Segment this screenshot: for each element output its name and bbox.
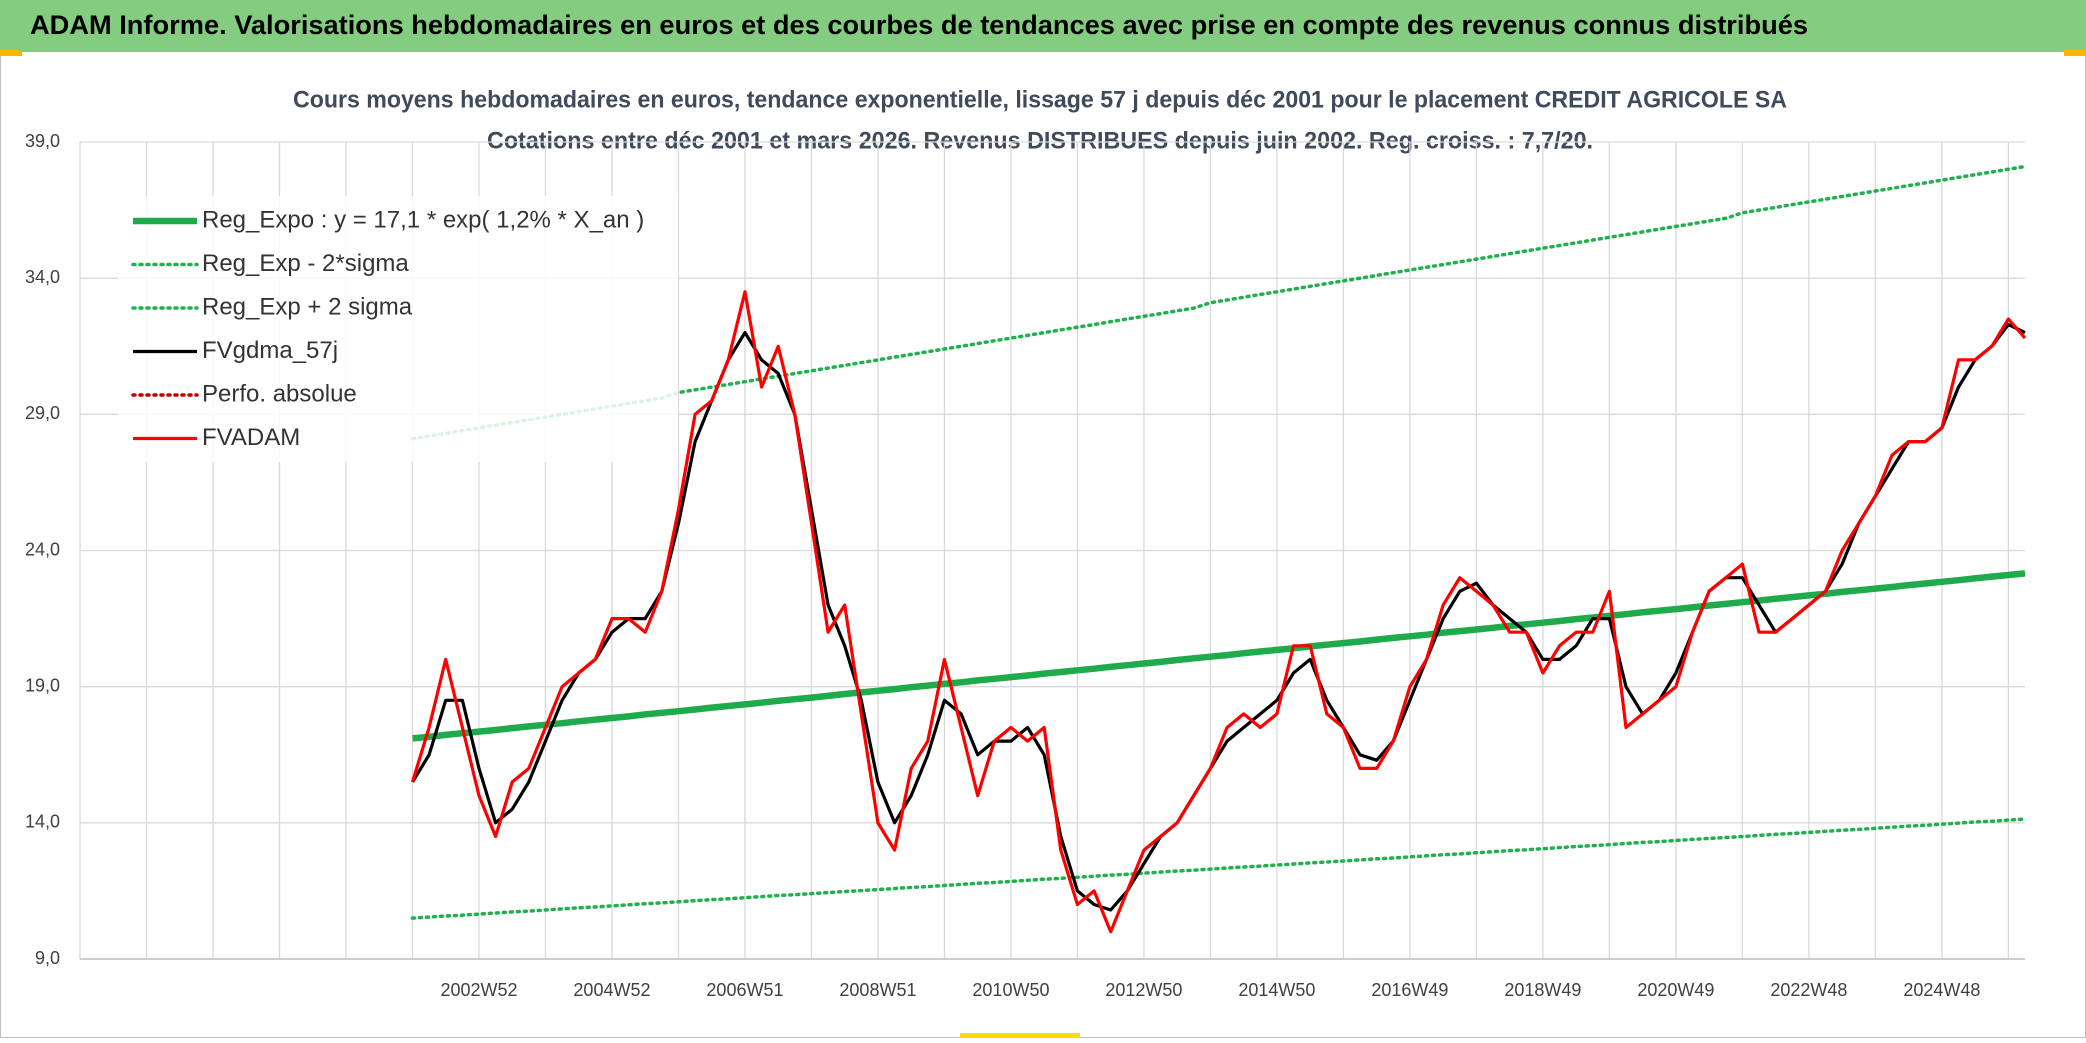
x-tick-label: 2016W49 [1371, 980, 1448, 1000]
x-tick-label: 2008W51 [839, 980, 916, 1000]
x-tick-label: 2014W50 [1238, 980, 1315, 1000]
legend-label: Perfo. absolue [202, 380, 357, 407]
legend-label: FVADAM [202, 424, 300, 451]
chart-title: Cours moyens hebdomadaires en euros, ten… [293, 86, 1787, 113]
x-tick-label: 2020W49 [1637, 980, 1714, 1000]
corner-mark [2064, 50, 2086, 56]
x-tick-label: 2012W50 [1105, 980, 1182, 1000]
y-tick-label: 39,0 [25, 131, 60, 151]
y-tick-label: 29,0 [25, 403, 60, 423]
y-tick-label: 19,0 [25, 675, 60, 695]
series-line [410, 290, 2027, 934]
chart-subtitle: Cotations entre déc 2001 et mars 2026. R… [487, 127, 1593, 154]
legend-label: Reg_Exp - 2*sigma [202, 250, 409, 277]
legend-background [118, 196, 678, 462]
corner-mark [0, 50, 22, 56]
y-tick-label: 14,0 [25, 812, 60, 832]
x-tick-label: 2004W52 [573, 980, 650, 1000]
x-tick-label: 2002W52 [440, 980, 517, 1000]
series-line [411, 322, 2026, 912]
x-tick-label: 2018W49 [1504, 980, 1581, 1000]
y-tick-label: 24,0 [25, 539, 60, 559]
x-tick-label: 2022W48 [1770, 980, 1847, 1000]
title-bar [0, 0, 2086, 52]
x-tick-label: 2024W48 [1903, 980, 1980, 1000]
series-line [410, 164, 2027, 441]
legend: Reg_Expo : y = 17,1 * exp( 1,2% * X_an )… [118, 196, 678, 462]
legend-label: FVgdma_57j [202, 337, 338, 364]
legend-label: Reg_Exp + 2 sigma [202, 293, 413, 320]
x-tick-label: 2010W50 [972, 980, 1049, 1000]
legend-label: Reg_Expo : y = 17,1 * exp( 1,2% * X_an ) [202, 206, 644, 233]
x-tick-label: 2006W51 [706, 980, 783, 1000]
corner-mark [960, 1033, 1080, 1038]
page-title: ADAM Informe. Valorisations hebdomadaire… [30, 10, 1808, 40]
y-tick-label: 9,0 [35, 948, 60, 968]
series-line [410, 817, 2027, 920]
y-tick-label: 34,0 [25, 267, 60, 287]
